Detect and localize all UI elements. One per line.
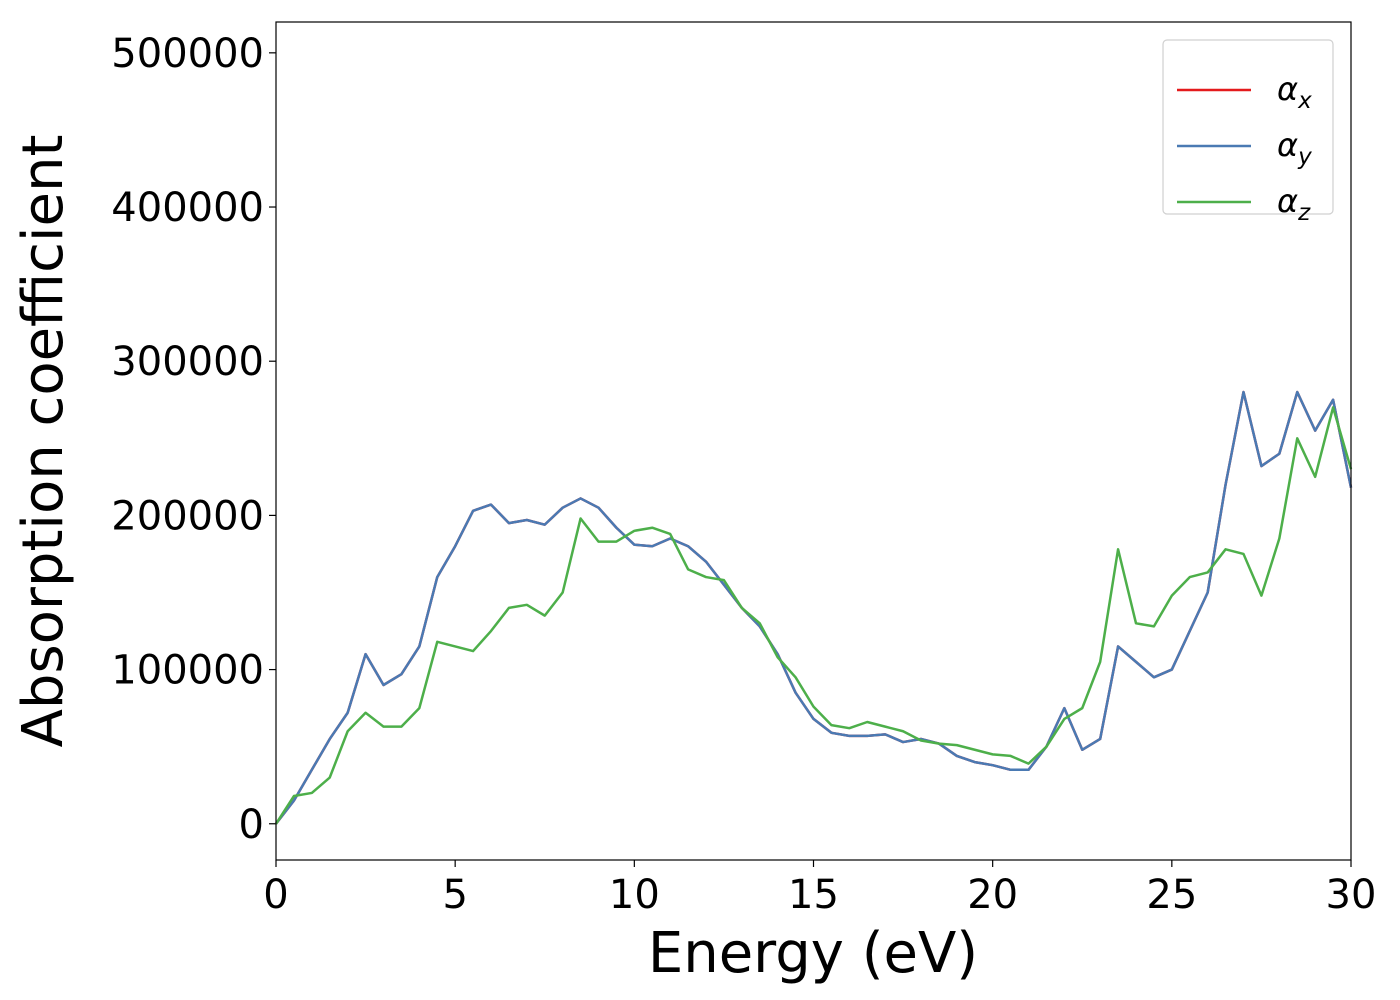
- x-tick-label: 5: [442, 872, 467, 918]
- y-tick-label: 200000: [111, 493, 264, 539]
- series-line: [274, 406, 1353, 825]
- y-tick-label: 100000: [111, 648, 264, 694]
- x-axis-label: Energy (eV): [648, 921, 978, 986]
- series-line: [275, 390, 1353, 825]
- legend-label: αy: [1277, 126, 1312, 170]
- x-tick-label: 20: [967, 872, 1018, 918]
- x-tick-label: 0: [263, 872, 288, 918]
- plot-frame: [275, 21, 1352, 861]
- legend-label: αx: [1277, 70, 1312, 114]
- y-tick-label: 500000: [111, 31, 264, 77]
- x-tick-label: 10: [609, 872, 660, 918]
- x-tick-label: 15: [788, 872, 839, 918]
- y-tick-label: 400000: [111, 185, 264, 231]
- series-line: [275, 390, 1353, 825]
- x-tick-label: 30: [1326, 872, 1377, 918]
- y-axis-label: Absorption coefficient: [11, 135, 76, 748]
- x-tick-label: 25: [1146, 872, 1197, 918]
- y-tick-label: 0: [239, 802, 264, 848]
- legend-box: [1162, 39, 1334, 215]
- y-tick-label: 300000: [111, 339, 264, 385]
- legend-label: αz: [1277, 182, 1311, 226]
